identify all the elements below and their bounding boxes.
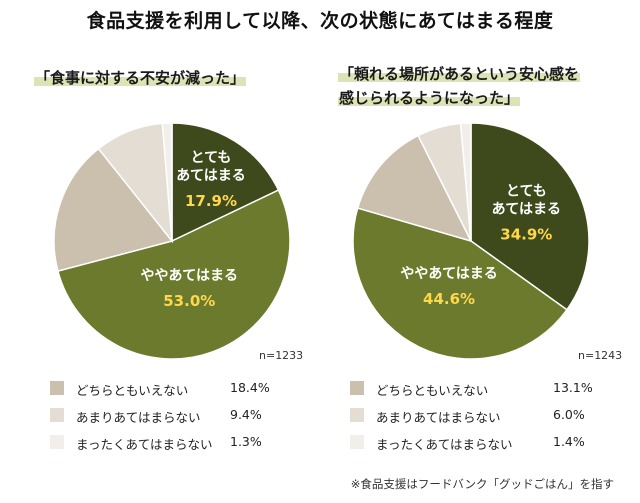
pie-slice-neither (53, 147, 174, 272)
pie-panel-food-anxiety: 「食事に対する不安が減った」 とてもあてはまる 17.9% ややあてはまる 53.0%… (34, 66, 304, 452)
legend-item-not-at-all: まったくあてはまらない 1.4% (350, 434, 640, 452)
legend-value: 9.4% (230, 407, 262, 422)
legend-label: どちらともいえない (376, 383, 489, 398)
pie-slice-not_at_all (459, 122, 472, 242)
legend-label: まったくあてはまらない (376, 437, 513, 452)
legend-item-neither: どちらともいえない 18.4% (50, 380, 350, 398)
legend-value: 13.1% (553, 380, 593, 395)
pie-subtitle: 「食事に対する不安が減った」 (34, 66, 247, 90)
sample-size-label: n=1243 (578, 349, 623, 362)
legend-swatch (350, 408, 364, 422)
legend-item-not-at-all: まったくあてはまらない 1.3% (50, 434, 350, 452)
pie-subtitle-line: 「食事に対する不安が減った」 (34, 69, 247, 87)
pie-slice-label: あてはまる (176, 168, 245, 184)
legend-value: 1.3% (230, 434, 262, 449)
legend-label: どちらともいえない (76, 383, 189, 398)
pie-slice-neither (356, 134, 473, 243)
footnote: ※食品支援はフードバンク「グッドごはん」を指す (350, 477, 614, 491)
legend-value: 18.4% (230, 380, 270, 395)
pie-slice-very (470, 122, 590, 311)
pie-subtitle: 「頼れる場所があるという安心感を 感じられるようになった」 (338, 62, 581, 110)
pie-slice-somewhat (352, 207, 568, 360)
pie-slice-value-label: 17.9% (185, 192, 237, 210)
legend-label: まったくあてはまらない (76, 437, 213, 452)
pie-slice-label: ややあてはまる (141, 268, 238, 284)
pie-subtitle-line: 「頼れる場所があるという安心感を (338, 65, 581, 83)
legend-label: あまりあてはまらない (376, 410, 501, 425)
legend: どちらともいえない 18.4% あまりあてはまらない 9.4% まったくあてはま… (50, 380, 350, 461)
pie-slice-value-label: 53.0% (163, 292, 215, 310)
chart-title: 食品支援を利用して以降、次の状態にあてはまる程度 (86, 10, 554, 32)
pie-slice-label: とても (506, 184, 547, 200)
pie-slice-value-label: 34.9% (500, 226, 552, 244)
legend-swatch (50, 381, 64, 395)
legend: どちらともいえない 13.1% あまりあてはまらない 6.0% まったくあてはま… (350, 380, 640, 461)
pie-slice-value-label: 44.6% (423, 290, 475, 308)
pie-slice-label: あてはまる (492, 202, 561, 218)
legend-value: 6.0% (553, 407, 585, 422)
legend-label: あまりあてはまらない (76, 410, 201, 425)
legend-swatch (50, 408, 64, 422)
pie-slice-not_at_all (161, 122, 173, 242)
legend-swatch (350, 435, 364, 449)
legend-item-not-much: あまりあてはまらない 6.0% (350, 407, 640, 425)
sample-size-label: n=1233 (259, 349, 304, 362)
legend-swatch (350, 381, 364, 395)
pie-slice-label: とても (191, 150, 232, 166)
legend-item-not-much: あまりあてはまらない 9.4% (50, 407, 350, 425)
pie-subtitle-line: 感じられるようになった」 (338, 89, 521, 107)
pie-slice-label: ややあてはまる (400, 266, 497, 282)
pie-slice-somewhat (56, 189, 291, 360)
pie-slice-very (171, 122, 280, 243)
legend-item-neither: どちらともいえない 13.1% (350, 380, 640, 398)
pie-panel-sense-of-security: 「頼れる場所があるという安心感を 感じられるようになった」 とてもあてはまる 34… (320, 0, 640, 503)
legend-swatch (50, 435, 64, 449)
legend-value: 1.4% (553, 434, 585, 449)
